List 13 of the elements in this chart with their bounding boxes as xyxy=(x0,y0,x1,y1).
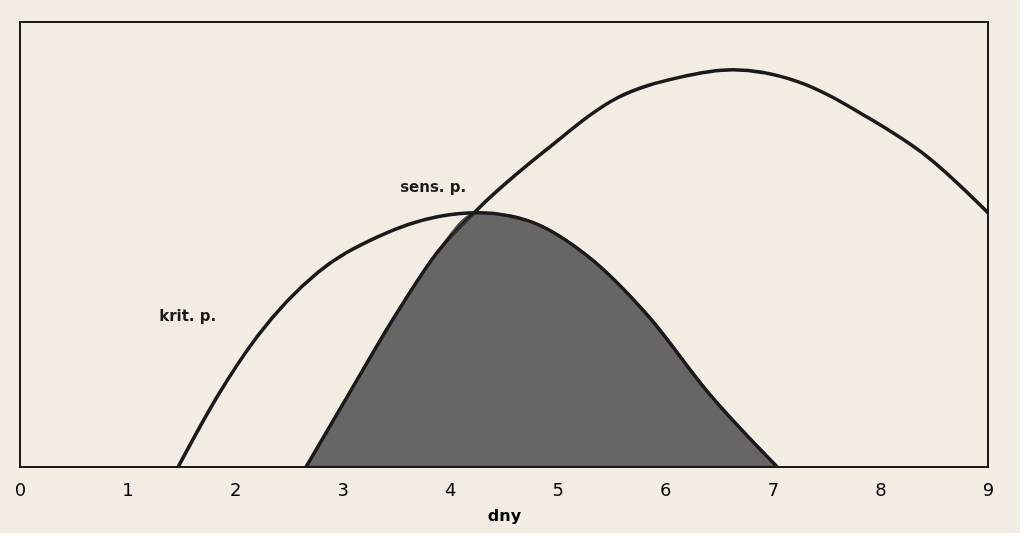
x-tick-label: 0 xyxy=(14,478,27,500)
x-tick-label: 3 xyxy=(337,478,349,500)
x-tick-label: 8 xyxy=(875,478,887,500)
series-label: sens. p. xyxy=(400,177,467,196)
x-tick-label: 6 xyxy=(660,478,672,500)
x-tick-label: 7 xyxy=(767,478,780,500)
x-tick-label: 1 xyxy=(122,478,134,500)
x-axis-title: dny xyxy=(487,505,522,525)
x-tick-label: 4 xyxy=(445,478,457,500)
x-tick-label: 2 xyxy=(229,478,242,500)
x-tick-label: 9 xyxy=(982,478,995,500)
x-tick-label: 5 xyxy=(552,478,564,500)
text: krit. p. xyxy=(159,306,217,325)
